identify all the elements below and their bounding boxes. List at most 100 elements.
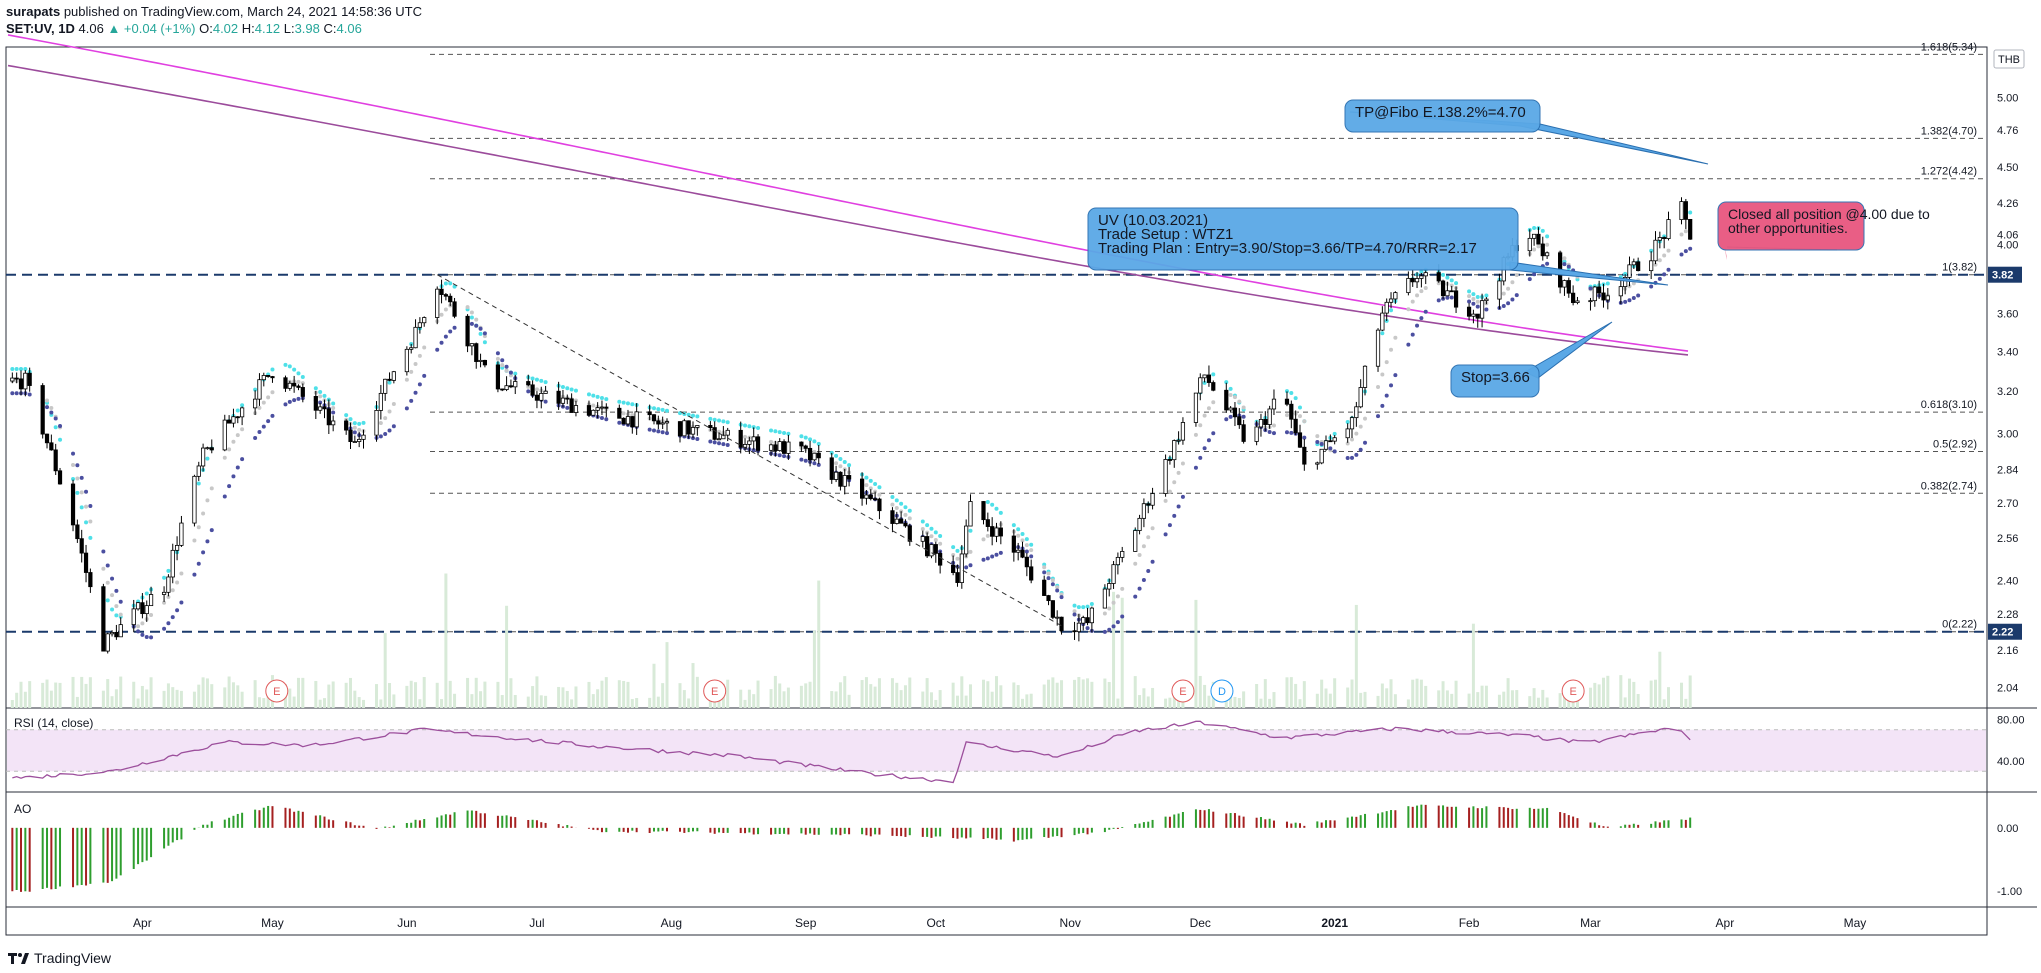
ema-dot: [808, 437, 813, 442]
ema-dot: [1475, 304, 1480, 309]
candle-up: [1423, 272, 1428, 277]
volume-bar: [1320, 679, 1324, 708]
candle-down: [448, 295, 453, 303]
ema-dot: [1332, 449, 1337, 454]
ema-dot: [14, 391, 19, 396]
event-marker-icon: [1561, 679, 1585, 703]
ema-dot: [1115, 594, 1120, 599]
candle-down: [313, 396, 318, 411]
volume-bar: [54, 682, 58, 708]
ema-dot: [773, 429, 778, 434]
event-marker-label: E: [711, 686, 718, 698]
volume-bar: [1385, 688, 1389, 708]
volume-bar: [1454, 680, 1458, 708]
ema-dot: [1354, 431, 1359, 436]
volume-bar: [1415, 678, 1419, 708]
volume-bar: [240, 691, 244, 708]
ema-dot: [413, 390, 418, 395]
ema-dot: [75, 476, 80, 481]
plan-callout-text: Trading Plan : Entry=3.90/Stop=3.66/TP=4…: [1098, 240, 1477, 257]
candle-up: [170, 549, 175, 578]
candle-up: [504, 385, 509, 390]
publisher-name[interactable]: surapats: [6, 4, 61, 19]
candle-down: [14, 377, 19, 380]
ema-dot: [925, 523, 930, 528]
candle-down: [344, 420, 349, 431]
ema-dot: [1354, 452, 1359, 457]
ema-dot: [782, 430, 787, 435]
candle-down: [1224, 389, 1229, 411]
ema-dot: [105, 563, 110, 568]
price-tick-label: 3.00: [1997, 429, 2018, 441]
ema-dot: [75, 490, 80, 495]
candle-down: [1232, 407, 1238, 418]
ema-dot: [105, 580, 110, 585]
ema-dot: [443, 307, 448, 312]
candle-down: [1085, 617, 1090, 624]
ema-dot: [1449, 295, 1454, 300]
ema-fast-dots: [10, 209, 1693, 619]
ema-dot: [231, 474, 236, 479]
ema-dot: [1176, 504, 1181, 509]
ema-dot: [1271, 431, 1276, 436]
ema-dot: [834, 461, 839, 466]
ema-dot: [58, 423, 63, 428]
volume-bar: [1315, 693, 1319, 708]
volume-bar: [1406, 699, 1410, 708]
ema-dot: [1042, 570, 1047, 575]
candle-up: [994, 527, 999, 537]
ema-dot: [1050, 582, 1055, 587]
candle-up: [1150, 493, 1155, 506]
ohlc-low-label: L:: [283, 21, 295, 36]
candle-up: [864, 494, 869, 499]
volume-bar: [509, 678, 513, 708]
price-tick-label: 2.40: [1997, 575, 2018, 587]
ema-dot: [1133, 561, 1138, 566]
candle-down: [83, 552, 89, 573]
candle-down: [781, 441, 787, 454]
candle-up: [573, 405, 579, 413]
candle-down: [1263, 419, 1268, 425]
ema-dot: [1471, 292, 1476, 297]
ema-dot: [504, 364, 509, 369]
candle-up: [1618, 286, 1623, 297]
volume-bar: [1545, 697, 1549, 708]
ema-dot: [1454, 281, 1459, 286]
ema-dot: [1029, 548, 1034, 553]
volume-bar: [1528, 696, 1532, 708]
publish-info: surapats published on TradingView.com, M…: [6, 4, 422, 19]
ema-dot: [413, 362, 418, 367]
volume-bar: [483, 681, 487, 708]
ao-title: AO: [14, 802, 31, 816]
ema-dot: [435, 347, 440, 352]
price-tick-label: 3.60: [1997, 309, 2018, 321]
ema-dot: [387, 428, 392, 433]
volume-bar: [747, 689, 751, 708]
volume-bar: [253, 680, 257, 708]
ema-dot: [296, 371, 301, 376]
volume-bar: [739, 689, 743, 708]
ema-dot: [903, 505, 908, 510]
candle-up: [1102, 588, 1107, 609]
ema-dot: [513, 371, 518, 376]
candle-down: [140, 602, 145, 615]
volume-bar: [1242, 691, 1246, 708]
candle-down: [482, 359, 488, 366]
volume-bar: [1601, 677, 1605, 708]
volume-bar: [392, 694, 396, 708]
ema-dot: [287, 399, 292, 404]
ema-dot: [1267, 430, 1272, 435]
ema-dot: [1202, 446, 1207, 451]
candle-down: [708, 425, 713, 428]
volume-bar: [1012, 682, 1016, 708]
ema-dot: [543, 380, 548, 385]
candle-down: [799, 441, 804, 447]
ema-dot: [71, 476, 76, 481]
ema-dot: [591, 393, 596, 398]
ema-dot: [361, 420, 366, 425]
candle-down: [890, 510, 895, 524]
candle-up: [968, 501, 973, 527]
ema-dot: [1050, 578, 1055, 583]
ema-dot: [110, 607, 115, 612]
